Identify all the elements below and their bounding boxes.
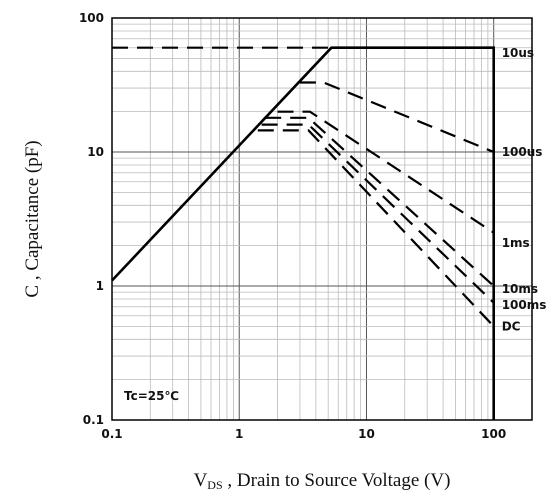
y-axis-title: C , Capacitance (pF)	[22, 140, 43, 297]
x-tick-label: 1	[235, 427, 243, 441]
curve-label-100us: 100us	[502, 145, 543, 159]
x-tick-label: 10	[358, 427, 375, 441]
y-tick-label: 0.1	[83, 413, 104, 427]
series-line-100ms	[261, 123, 495, 304]
x-axis-title-symbol: V	[194, 470, 208, 491]
curve-label-dc: DC	[502, 319, 521, 333]
series-group	[111, 46, 496, 420]
curve-label-1ms: 1ms	[502, 236, 530, 250]
curve-label-10us: 10us	[502, 46, 534, 60]
series-line-dc	[257, 129, 495, 328]
grid	[111, 17, 533, 421]
x-axis-title: VDS , Drain to Source Voltage (V)	[194, 470, 451, 492]
x-tick-label: 0.1	[101, 427, 122, 441]
y-tick-label: 100	[79, 11, 104, 25]
series-line-10ms	[265, 116, 495, 287]
y-tick-label: 1	[96, 279, 104, 293]
plot-frame	[111, 17, 533, 421]
series-line-boundary	[111, 46, 496, 420]
x-tick-label: 100	[481, 427, 506, 441]
series-line-100us	[299, 81, 495, 154]
series-line-1ms	[277, 110, 495, 234]
y-tick-label: 10	[87, 145, 104, 159]
temperature-annotation: Tc=25℃	[124, 389, 179, 403]
curve-label-10ms: 10ms	[502, 282, 538, 296]
x-axis-title-subscript: DS	[207, 478, 222, 492]
x-axis-title-text: , Drain to Source Voltage (V)	[223, 470, 451, 491]
curve-labels: 10us 100us 1ms 10ms 100ms DC	[502, 46, 547, 334]
curve-label-100ms: 100ms	[502, 298, 547, 312]
tick-labels: 0.1 1 10 100 0.1 1 10 100	[79, 11, 506, 441]
